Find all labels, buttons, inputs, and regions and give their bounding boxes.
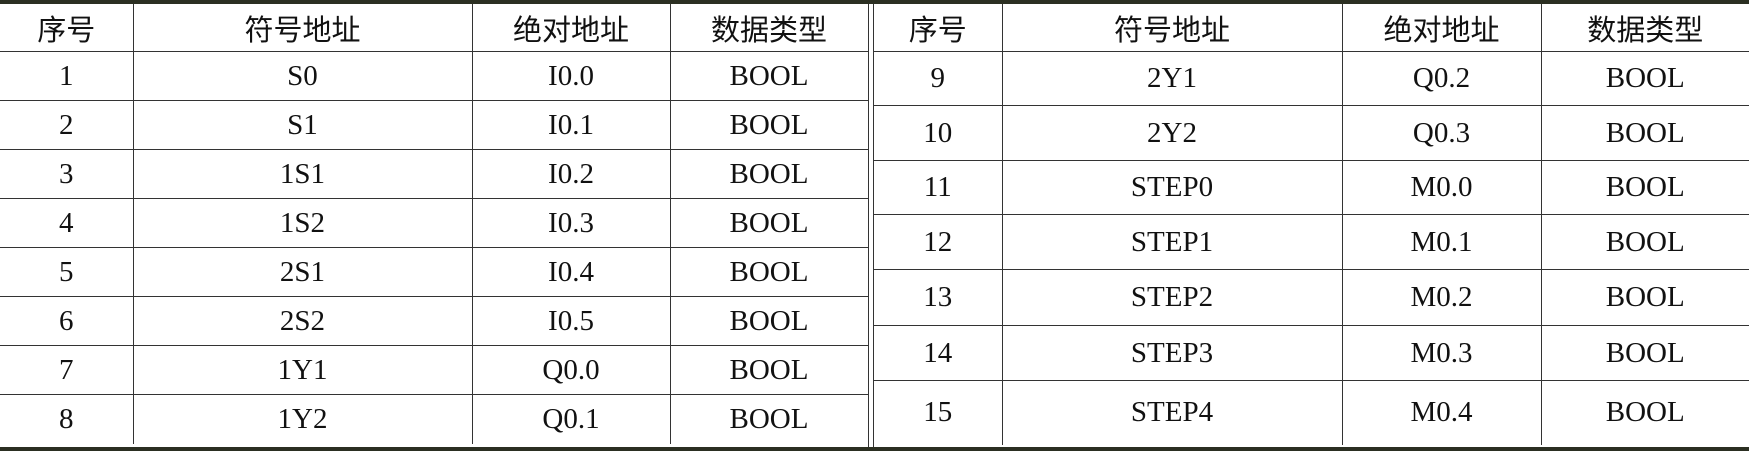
cell-symbol: S0	[132, 51, 473, 101]
cell-symbol: S1	[132, 100, 473, 150]
cell-index: 3	[0, 149, 134, 199]
cell-datatype: BOOL	[1540, 380, 1749, 445]
cell-index: 15	[874, 380, 1003, 445]
cell-index: 1	[0, 51, 134, 101]
cell-address: I0.2	[471, 149, 671, 199]
cell-datatype: BOOL	[669, 345, 869, 395]
cell-index: 10	[874, 105, 1003, 161]
cell-address: Q0.3	[1341, 105, 1542, 161]
cell-address: I0.0	[471, 51, 671, 101]
cell-datatype: BOOL	[669, 394, 869, 444]
cell-address: Q0.2	[1341, 51, 1542, 106]
cell-datatype: BOOL	[669, 247, 869, 297]
cell-datatype: BOOL	[669, 100, 869, 150]
cell-symbol: 2S1	[132, 247, 473, 297]
cell-symbol: STEP1	[1001, 214, 1343, 270]
cell-index: 14	[874, 325, 1003, 381]
table-row: 14 STEP3 M0.3 BOOL	[874, 325, 1749, 381]
cell-symbol: 2Y1	[1001, 51, 1343, 106]
cell-datatype: BOOL	[669, 198, 869, 248]
cell-index: 13	[874, 269, 1003, 326]
cell-index: 11	[874, 160, 1003, 215]
cell-symbol: 1Y1	[132, 345, 473, 395]
table-row: 4 1S2 I0.3 BOOL	[0, 198, 869, 248]
cell-datatype: BOOL	[1540, 105, 1749, 161]
cell-address: Q0.0	[471, 345, 671, 395]
table-row: 11 STEP0 M0.0 BOOL	[874, 160, 1749, 215]
table-row: 8 1Y2 Q0.1 BOOL	[0, 394, 869, 444]
header-address: 绝对地址	[471, 4, 671, 52]
header-row: 序号 符号地址 绝对地址 数据类型	[0, 4, 869, 52]
cell-index: 6	[0, 296, 134, 346]
header-datatype: 数据类型	[669, 4, 869, 52]
table-row: 7 1Y1 Q0.0 BOOL	[0, 345, 869, 395]
symbol-table-left: 序号 符号地址 绝对地址 数据类型 1 S0 I0.0 BOOL 2 S1 I0.1 BOOL…	[0, 4, 869, 444]
header-datatype: 数据类型	[1540, 4, 1749, 52]
cell-address: Q0.1	[471, 394, 671, 444]
cell-datatype: BOOL	[1540, 51, 1749, 106]
cell-address: M0.0	[1341, 160, 1542, 215]
cell-symbol: 1S1	[132, 149, 473, 199]
cell-index: 2	[0, 100, 134, 150]
table-row: 2 S1 I0.1 BOOL	[0, 100, 869, 150]
cell-index: 4	[0, 198, 134, 248]
cell-index: 7	[0, 345, 134, 395]
cell-symbol: STEP2	[1001, 269, 1343, 326]
cell-address: M0.2	[1341, 269, 1542, 326]
cell-symbol: 1S2	[132, 198, 473, 248]
table-row: 13 STEP2 M0.2 BOOL	[874, 269, 1749, 326]
cell-datatype: BOOL	[1540, 160, 1749, 215]
cell-address: I0.5	[471, 296, 671, 346]
cell-address: M0.1	[1341, 214, 1542, 270]
cell-datatype: BOOL	[669, 51, 869, 101]
cell-address: M0.4	[1341, 380, 1542, 445]
cell-index: 9	[874, 51, 1003, 106]
cell-symbol: 2Y2	[1001, 105, 1343, 161]
table-row: 10 2Y2 Q0.3 BOOL	[874, 105, 1749, 161]
cell-address: I0.4	[471, 247, 671, 297]
table-row: 15 STEP4 M0.4 BOOL	[874, 380, 1749, 445]
header-symbol: 符号地址	[1001, 4, 1343, 52]
table-row: 9 2Y1 Q0.2 BOOL	[874, 51, 1749, 106]
table-row: 5 2S1 I0.4 BOOL	[0, 247, 869, 297]
cell-symbol: STEP0	[1001, 160, 1343, 215]
cell-datatype: BOOL	[669, 149, 869, 199]
table-row: 3 1S1 I0.2 BOOL	[0, 149, 869, 199]
cell-symbol: 1Y2	[132, 394, 473, 444]
table-row: 6 2S2 I0.5 BOOL	[0, 296, 869, 346]
header-address: 绝对地址	[1341, 4, 1542, 52]
header-row: 序号 符号地址 绝对地址 数据类型	[874, 4, 1749, 52]
header-index: 序号	[874, 4, 1003, 52]
cell-datatype: BOOL	[669, 296, 869, 346]
cell-address: I0.1	[471, 100, 671, 150]
cell-index: 8	[0, 394, 134, 444]
cell-symbol: 2S2	[132, 296, 473, 346]
double-divider	[868, 4, 874, 447]
cell-address: I0.3	[471, 198, 671, 248]
table-row: 12 STEP1 M0.1 BOOL	[874, 214, 1749, 270]
cell-datatype: BOOL	[1540, 269, 1749, 326]
symbol-table-right: 序号 符号地址 绝对地址 数据类型 9 2Y1 Q0.2 BOOL 10 2Y2 Q0.3 B…	[874, 4, 1749, 445]
header-index: 序号	[0, 4, 134, 52]
cell-symbol: STEP3	[1001, 325, 1343, 381]
header-symbol: 符号地址	[132, 4, 473, 52]
cell-index: 5	[0, 247, 134, 297]
cell-symbol: STEP4	[1001, 380, 1343, 445]
cell-datatype: BOOL	[1540, 214, 1749, 270]
cell-address: M0.3	[1341, 325, 1542, 381]
table-row: 1 S0 I0.0 BOOL	[0, 51, 869, 101]
cell-index: 12	[874, 214, 1003, 270]
cell-datatype: BOOL	[1540, 325, 1749, 381]
